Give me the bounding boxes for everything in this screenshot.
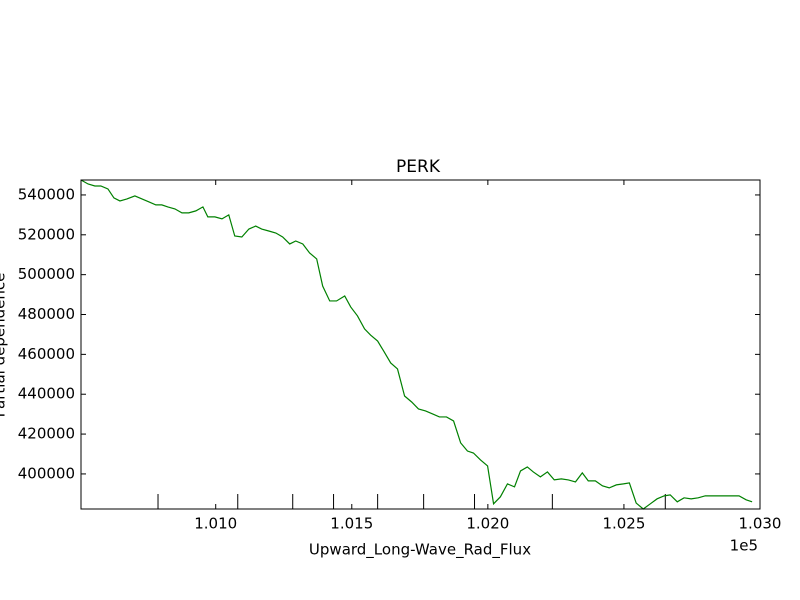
y-tick-label: 460000: [18, 345, 75, 363]
data-line: [80, 179, 753, 510]
x-tick-label: 1.030: [739, 515, 782, 533]
y-tick-label: 540000: [18, 185, 75, 203]
chart-title: PERK: [396, 157, 441, 177]
y-tick-label: 420000: [18, 425, 75, 443]
y-axis-label: Partial dependence: [0, 273, 9, 418]
y-tick-label: 440000: [18, 385, 75, 403]
plot-frame: [80, 179, 761, 510]
x-axis-label: Upward_Long-Wave_Rad_Flux: [309, 541, 531, 560]
x-tick-label: 1.010: [194, 515, 237, 533]
y-tick-label: 400000: [18, 464, 75, 482]
x-tick-label: 1.020: [466, 515, 509, 533]
y-tick-label: 520000: [18, 225, 75, 243]
x-tick-label: 1.025: [602, 515, 645, 533]
y-tick-label: 500000: [18, 265, 75, 283]
x-offset-label: 1e5: [730, 537, 758, 555]
x-tick-label: 1.015: [330, 515, 373, 533]
y-tick-label: 480000: [18, 305, 75, 323]
